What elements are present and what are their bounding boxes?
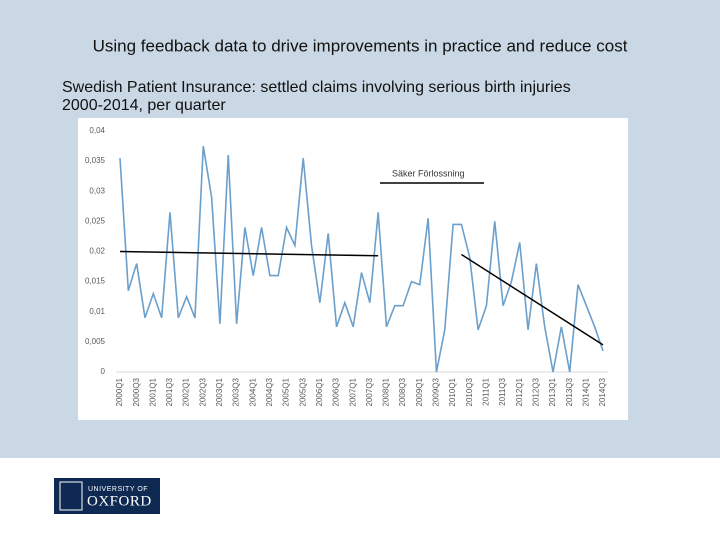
x-tick-label: 2006Q3 bbox=[332, 377, 341, 406]
x-tick-label: 2008Q3 bbox=[398, 377, 407, 406]
x-tick-label: 2014Q3 bbox=[598, 377, 607, 406]
x-tick-label: 2011Q3 bbox=[498, 377, 507, 405]
y-tick-label: 0,005 bbox=[85, 337, 106, 346]
x-tick-label: 2006Q1 bbox=[315, 377, 324, 406]
logo-crest bbox=[59, 481, 83, 511]
x-tick-label: 2013Q1 bbox=[548, 377, 557, 406]
x-tick-label: 2003Q3 bbox=[232, 377, 241, 406]
x-tick-label: 2014Q1 bbox=[581, 377, 590, 406]
x-tick-label: 2010Q3 bbox=[465, 377, 474, 406]
x-tick-label: 2007Q1 bbox=[348, 377, 357, 406]
x-tick-label: 2005Q3 bbox=[298, 377, 307, 406]
trend-line bbox=[461, 253, 604, 346]
x-tick-label: 2000Q3 bbox=[132, 377, 141, 406]
x-tick-label: 2002Q1 bbox=[182, 377, 191, 406]
series-line bbox=[119, 145, 604, 373]
logo-text: OXFORD bbox=[87, 493, 152, 509]
x-tick-label: 2012Q3 bbox=[531, 377, 540, 406]
x-tick-label: 2009Q1 bbox=[415, 377, 424, 406]
logo bbox=[54, 478, 160, 514]
x-tick-label: 2007Q3 bbox=[365, 377, 374, 406]
x-tick-label: 2001Q1 bbox=[148, 377, 157, 406]
x-tick-label: 2003Q1 bbox=[215, 377, 224, 406]
chart-frame bbox=[78, 118, 628, 420]
y-tick-label: 0,03 bbox=[89, 186, 105, 195]
x-tick-label: 2009Q3 bbox=[432, 377, 441, 406]
x-tick-label: 2010Q1 bbox=[448, 377, 457, 406]
x-tick-label: 2013Q3 bbox=[565, 377, 574, 406]
x-tick-label: 2004Q1 bbox=[248, 377, 257, 406]
x-tick-label: 2011Q1 bbox=[482, 377, 491, 405]
y-tick-label: 0,015 bbox=[85, 277, 106, 286]
subtitle-line: 2000-2014, per quarter bbox=[62, 97, 226, 114]
y-tick-label: 0,025 bbox=[85, 216, 106, 225]
x-tick-label: 2001Q3 bbox=[165, 377, 174, 406]
x-tick-label: 2005Q1 bbox=[282, 377, 291, 406]
x-tick-label: 2008Q1 bbox=[382, 377, 391, 406]
x-tick-label: 2002Q3 bbox=[198, 377, 207, 406]
y-tick-label: 0,01 bbox=[89, 307, 105, 316]
trend-line bbox=[119, 250, 379, 257]
y-tick-label: 0,035 bbox=[85, 156, 106, 165]
legend-label: Säker Förlossning bbox=[392, 168, 465, 178]
x-tick-label: 2000Q1 bbox=[115, 377, 124, 406]
subtitle-line: Swedish Patient Insurance: settled claim… bbox=[62, 79, 571, 96]
x-tick-label: 2004Q3 bbox=[265, 377, 274, 406]
x-tick-label: 2012Q1 bbox=[515, 377, 524, 406]
slide-title: Using feedback data to drive improvement… bbox=[93, 36, 628, 55]
logo-text: UNIVERSITY OF bbox=[88, 486, 148, 493]
y-tick-label: 0,04 bbox=[89, 126, 105, 135]
y-tick-label: 0 bbox=[101, 367, 106, 376]
y-tick-label: 0,02 bbox=[89, 247, 105, 256]
